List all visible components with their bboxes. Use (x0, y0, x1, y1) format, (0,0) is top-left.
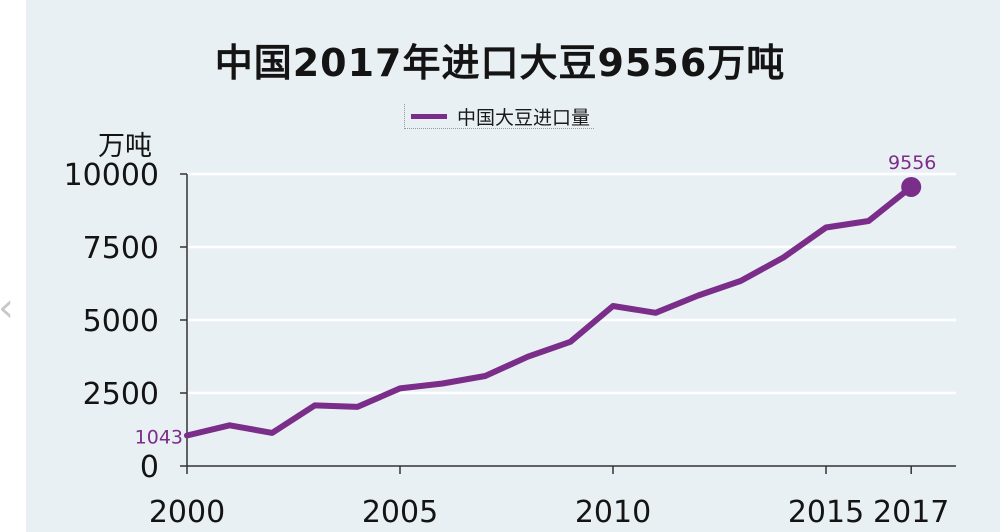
y-tick-label-5000: 5000 (83, 304, 159, 339)
y-tick-label-2500: 2500 (83, 377, 159, 412)
series-line-0 (184, 184, 915, 439)
x-tick-label-2010: 2010 (575, 495, 651, 530)
data-label-2017: 9556 (888, 152, 936, 174)
chart-panel (26, 0, 1000, 532)
y-tick-label-10000: 10000 (64, 158, 159, 193)
legend-label: 中国大豆进口量 (457, 106, 591, 129)
y-axis-label: 万吨 (98, 131, 152, 162)
y-tick-label-0: 0 (140, 450, 159, 485)
x-tick-label-2015: 2015 (788, 495, 864, 530)
end-point-marker (901, 176, 922, 197)
chevron-left-icon[interactable]: ‹ (0, 288, 14, 328)
x-tick-label-2005: 2005 (362, 495, 438, 530)
data-label-2000: 1043 (135, 427, 183, 449)
legend: 中国大豆进口量 (404, 104, 595, 129)
x-tick-label-2000: 2000 (149, 495, 225, 530)
legend-swatch (411, 113, 447, 119)
y-tick-label-7500: 7500 (83, 231, 159, 266)
chart-title: 中国2017年进口大豆9556万吨 (214, 41, 786, 85)
x-tick-label-2017: 2017 (873, 495, 949, 530)
